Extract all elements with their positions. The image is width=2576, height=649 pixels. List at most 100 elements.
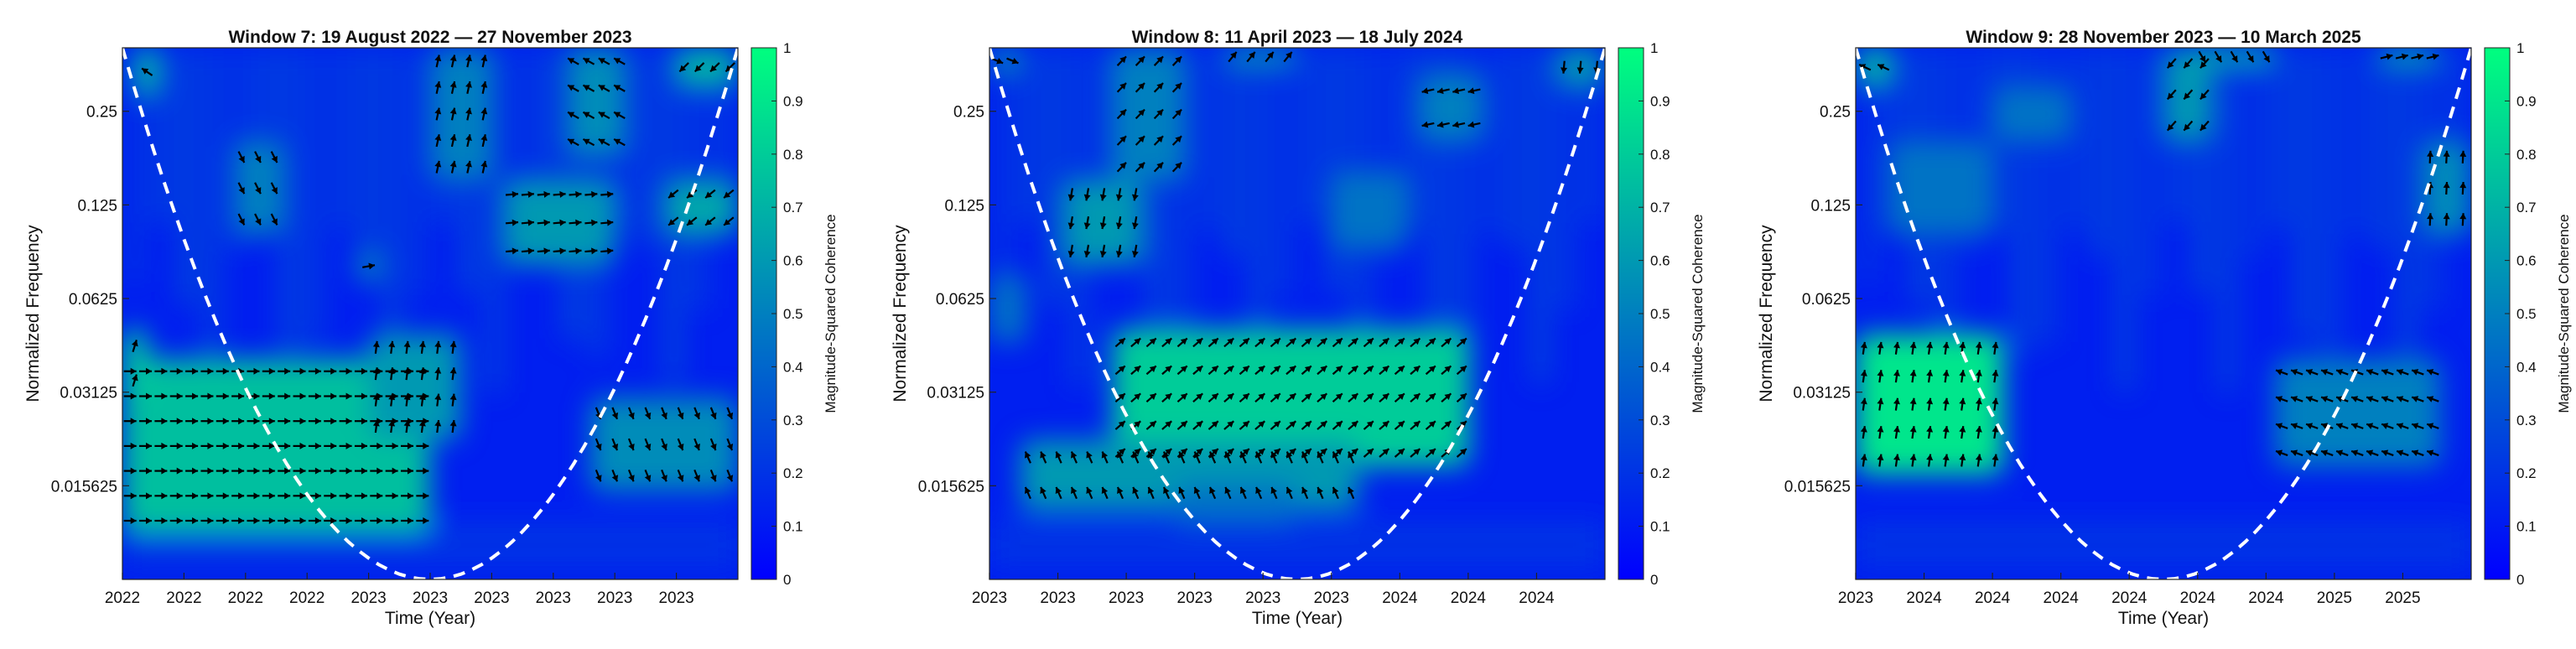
phase-arrow-head [568,138,575,145]
phase-arrow-head [465,160,472,168]
x-tick-label: 2024 [1906,589,1942,607]
coherence-streak [2374,48,2388,248]
phase-arrow-head [1165,338,1172,345]
phase-arrow-head [996,57,1004,65]
phase-arrow-head [345,392,352,400]
phase-arrow-head [2459,213,2467,220]
phase-arrow-head [591,219,598,226]
x-tick-label: 2023 [474,589,509,607]
coherence-streak [641,48,655,248]
phase-arrow-head [1320,366,1327,373]
coherence-region [989,273,1027,343]
phase-arrow-head [1428,366,1436,373]
phase-arrow-head [423,418,429,425]
phase-arrow-head [1193,486,1201,494]
phase-arrow-head [1452,87,1460,95]
phase-arrow-head [146,442,153,449]
phase-arrow-head [2291,369,2298,376]
phase-arrow-head [1335,366,1343,373]
phase-arrow-head [418,393,426,401]
phase-arrow-head [434,367,442,374]
coherence-band [989,521,1605,569]
phase-arrow-head [192,392,199,400]
coherence-streak [1534,48,1548,382]
phase-arrow-head [512,190,518,198]
phase-arrow-head [268,442,275,449]
x-tick-label: 2023 [1177,589,1213,607]
phase-arrow-head [1055,451,1062,459]
phase-arrow-head [1258,366,1265,373]
phase-arrow-head [1320,449,1327,455]
phase-arrow-head [1178,486,1185,494]
phase-arrow-head [2386,53,2393,60]
phase-arrow-head [1942,341,1950,349]
phase-arrow-head [1156,162,1164,169]
phase-arrow-head [693,412,700,419]
phase-arrow-head [1165,393,1172,400]
phase-arrow-head [668,191,676,199]
phase-arrow-head [130,418,137,425]
phase-arrow-head [2443,181,2450,189]
phase-arrow-head [726,475,734,482]
phase-arrow-head [1163,486,1170,494]
phase-arrow-head [377,418,383,425]
phase-arrow-head [1926,370,1934,376]
phase-arrow-head [314,442,321,449]
phase-arrow-head [132,374,138,382]
phase-arrow-head [1099,251,1107,257]
coherence-field [1856,48,2471,569]
colorbar-tick-label: 0.5 [1650,306,1670,322]
phase-arrow-head [268,367,275,375]
phase-arrow-head [1149,338,1156,345]
phase-arrow-head [2336,396,2344,402]
phase-arrow-head [1227,393,1234,400]
coherence-streak [385,48,399,392]
phase-arrow-head [434,107,442,115]
coherence-streak [1252,48,1266,392]
phase-arrow-head [1071,451,1078,459]
coherence-streak [1200,48,1214,230]
phase-arrow-head [614,58,621,65]
phase-arrow-head [146,418,153,425]
phase-arrow-head [1460,393,1467,400]
chart-title: Window 8: 11 April 2023 — 18 July 2024 [1132,28,1463,47]
phase-arrow-head [222,467,229,475]
phase-arrow-head [677,444,684,451]
phase-arrow-head [2276,396,2283,402]
colorbar-tick-label: 0 [783,572,791,588]
phase-arrow-head [1877,454,1884,461]
phase-arrow-head [527,247,534,255]
phase-arrow-head [1115,222,1123,230]
phase-arrow-head [2401,53,2408,60]
phase-arrow-head [146,492,153,500]
x-tick-label: 2023 [1040,589,1075,607]
x-tick-label: 2022 [166,589,201,607]
coherence-streak [2323,48,2337,356]
phase-arrow-head [192,492,199,500]
phase-arrow-head [403,340,411,348]
phase-arrow-head [1101,451,1109,459]
phase-arrow-head [677,412,684,419]
phase-arrow-head [2247,55,2254,63]
heatmap-background [1856,48,2471,579]
phase-arrow-head [1926,454,1934,461]
phase-arrow-head [330,467,337,475]
phase-arrow-head [1428,338,1436,345]
phase-arrow-head [1351,449,1358,455]
coherence-streak [1046,48,1061,305]
phase-arrow-head [449,393,457,401]
phase-arrow-head [1180,338,1187,345]
coherence-streak [1560,48,1574,309]
phase-arrow-head [543,219,550,226]
x-tick-label: 2022 [228,589,263,607]
phase-arrow-head [575,190,582,198]
phase-arrow-head [1270,451,1277,459]
x-tick-label: 2023 [536,589,571,607]
phase-arrow-head [222,392,229,400]
phase-arrow-head [299,517,306,525]
phase-arrow-head [1132,486,1139,494]
phase-arrow-head [1267,51,1274,59]
phase-arrow-head [361,517,367,525]
phase-arrow-head [2306,369,2314,376]
